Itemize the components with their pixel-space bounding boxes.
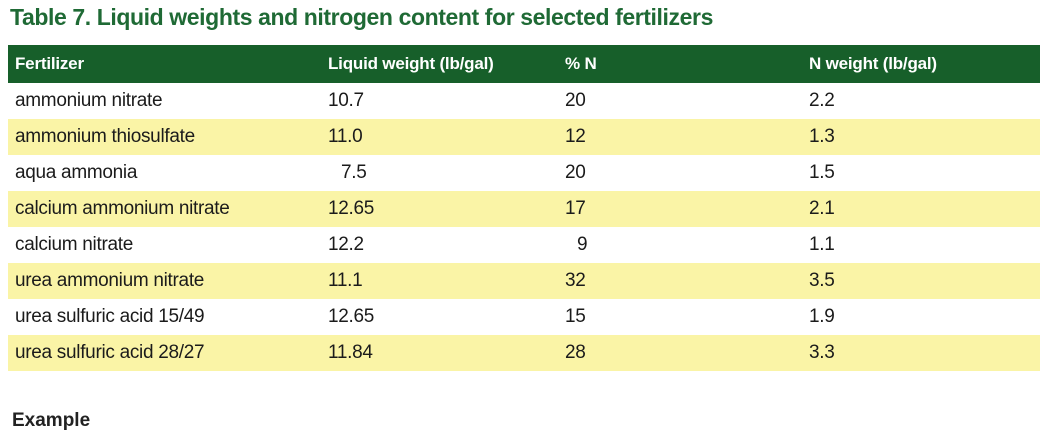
cell-n-weight: 1.3	[809, 119, 1040, 155]
cell-percent-n: 28	[565, 335, 809, 371]
cell-fertilizer: calcium ammonium nitrate	[8, 191, 328, 227]
cell-percent-n: 9	[577, 234, 588, 255]
table-row: calcium nitrate 12.2 9 1.1	[8, 227, 1040, 263]
cell-percent-n: 20	[565, 162, 586, 183]
col-header-fertilizer: Fertilizer	[8, 45, 328, 83]
table-row: urea sulfuric acid 28/27 11.84 28 3.3	[8, 335, 1040, 371]
table-row: urea ammonium nitrate 11.1 32 3.5	[8, 263, 1040, 299]
cell-liquid-weight: 11.1	[328, 263, 565, 299]
cell-liquid-weight: 10.7	[328, 90, 364, 111]
cell-n-weight: 1.5	[809, 162, 835, 183]
table-row: urea sulfuric acid 15/49 12.65 15 1.9	[8, 299, 1040, 335]
cell-percent-n: 12	[565, 119, 809, 155]
table-row: aqua ammonia 7.5 20 1.5	[8, 155, 1040, 191]
cell-n-weight: 1.1	[809, 234, 835, 255]
cell-liquid-weight: 11.0	[328, 119, 565, 155]
table-row: calcium ammonium nitrate 12.65 17 2.1	[8, 191, 1040, 227]
cell-percent-n: 20	[565, 90, 586, 111]
cell-fertilizer: urea ammonium nitrate	[8, 263, 328, 299]
col-header-percent-n: % N	[565, 45, 809, 83]
table-row: ammonium nitrate 10.7 20 2.2	[8, 83, 1040, 119]
cell-percent-n: 17	[565, 191, 809, 227]
cell-liquid-weight: 11.84	[328, 335, 565, 371]
cell-n-weight: 3.3	[809, 335, 1040, 371]
table-row: ammonium thiosulfate 11.0 12 1.3	[8, 119, 1040, 155]
cell-liquid-weight: 12.65	[328, 191, 565, 227]
col-header-liquid-weight: Liquid weight (lb/gal)	[328, 45, 565, 83]
cell-n-weight: 1.9	[809, 306, 835, 327]
cell-liquid-weight: 7.5	[341, 162, 367, 183]
fertilizer-table: Fertilizer Liquid weight (lb/gal) % N N …	[8, 45, 1040, 371]
cell-n-weight: 3.5	[809, 263, 1040, 299]
cell-liquid-weight: 12.2	[328, 234, 364, 255]
cell-percent-n: 32	[565, 263, 809, 299]
col-header-n-weight: N weight (lb/gal)	[809, 45, 1040, 83]
cell-fertilizer: calcium nitrate	[15, 234, 133, 255]
cell-liquid-weight: 12.65	[328, 306, 375, 327]
table-header-row: Fertilizer Liquid weight (lb/gal) % N N …	[8, 45, 1040, 83]
cell-fertilizer: ammonium nitrate	[15, 90, 163, 111]
cell-fertilizer: aqua ammonia	[15, 162, 138, 183]
example-heading: Example	[12, 410, 91, 431]
table-title: Table 7. Liquid weights and nitrogen con…	[10, 4, 713, 30]
cell-n-weight: 2.2	[809, 90, 835, 111]
cell-percent-n: 15	[565, 306, 586, 327]
cell-fertilizer: ammonium thiosulfate	[8, 119, 328, 155]
cell-fertilizer: urea sulfuric acid 28/27	[8, 335, 328, 371]
cell-fertilizer: urea sulfuric acid 15/49	[15, 306, 205, 327]
cell-n-weight: 2.1	[809, 191, 1040, 227]
